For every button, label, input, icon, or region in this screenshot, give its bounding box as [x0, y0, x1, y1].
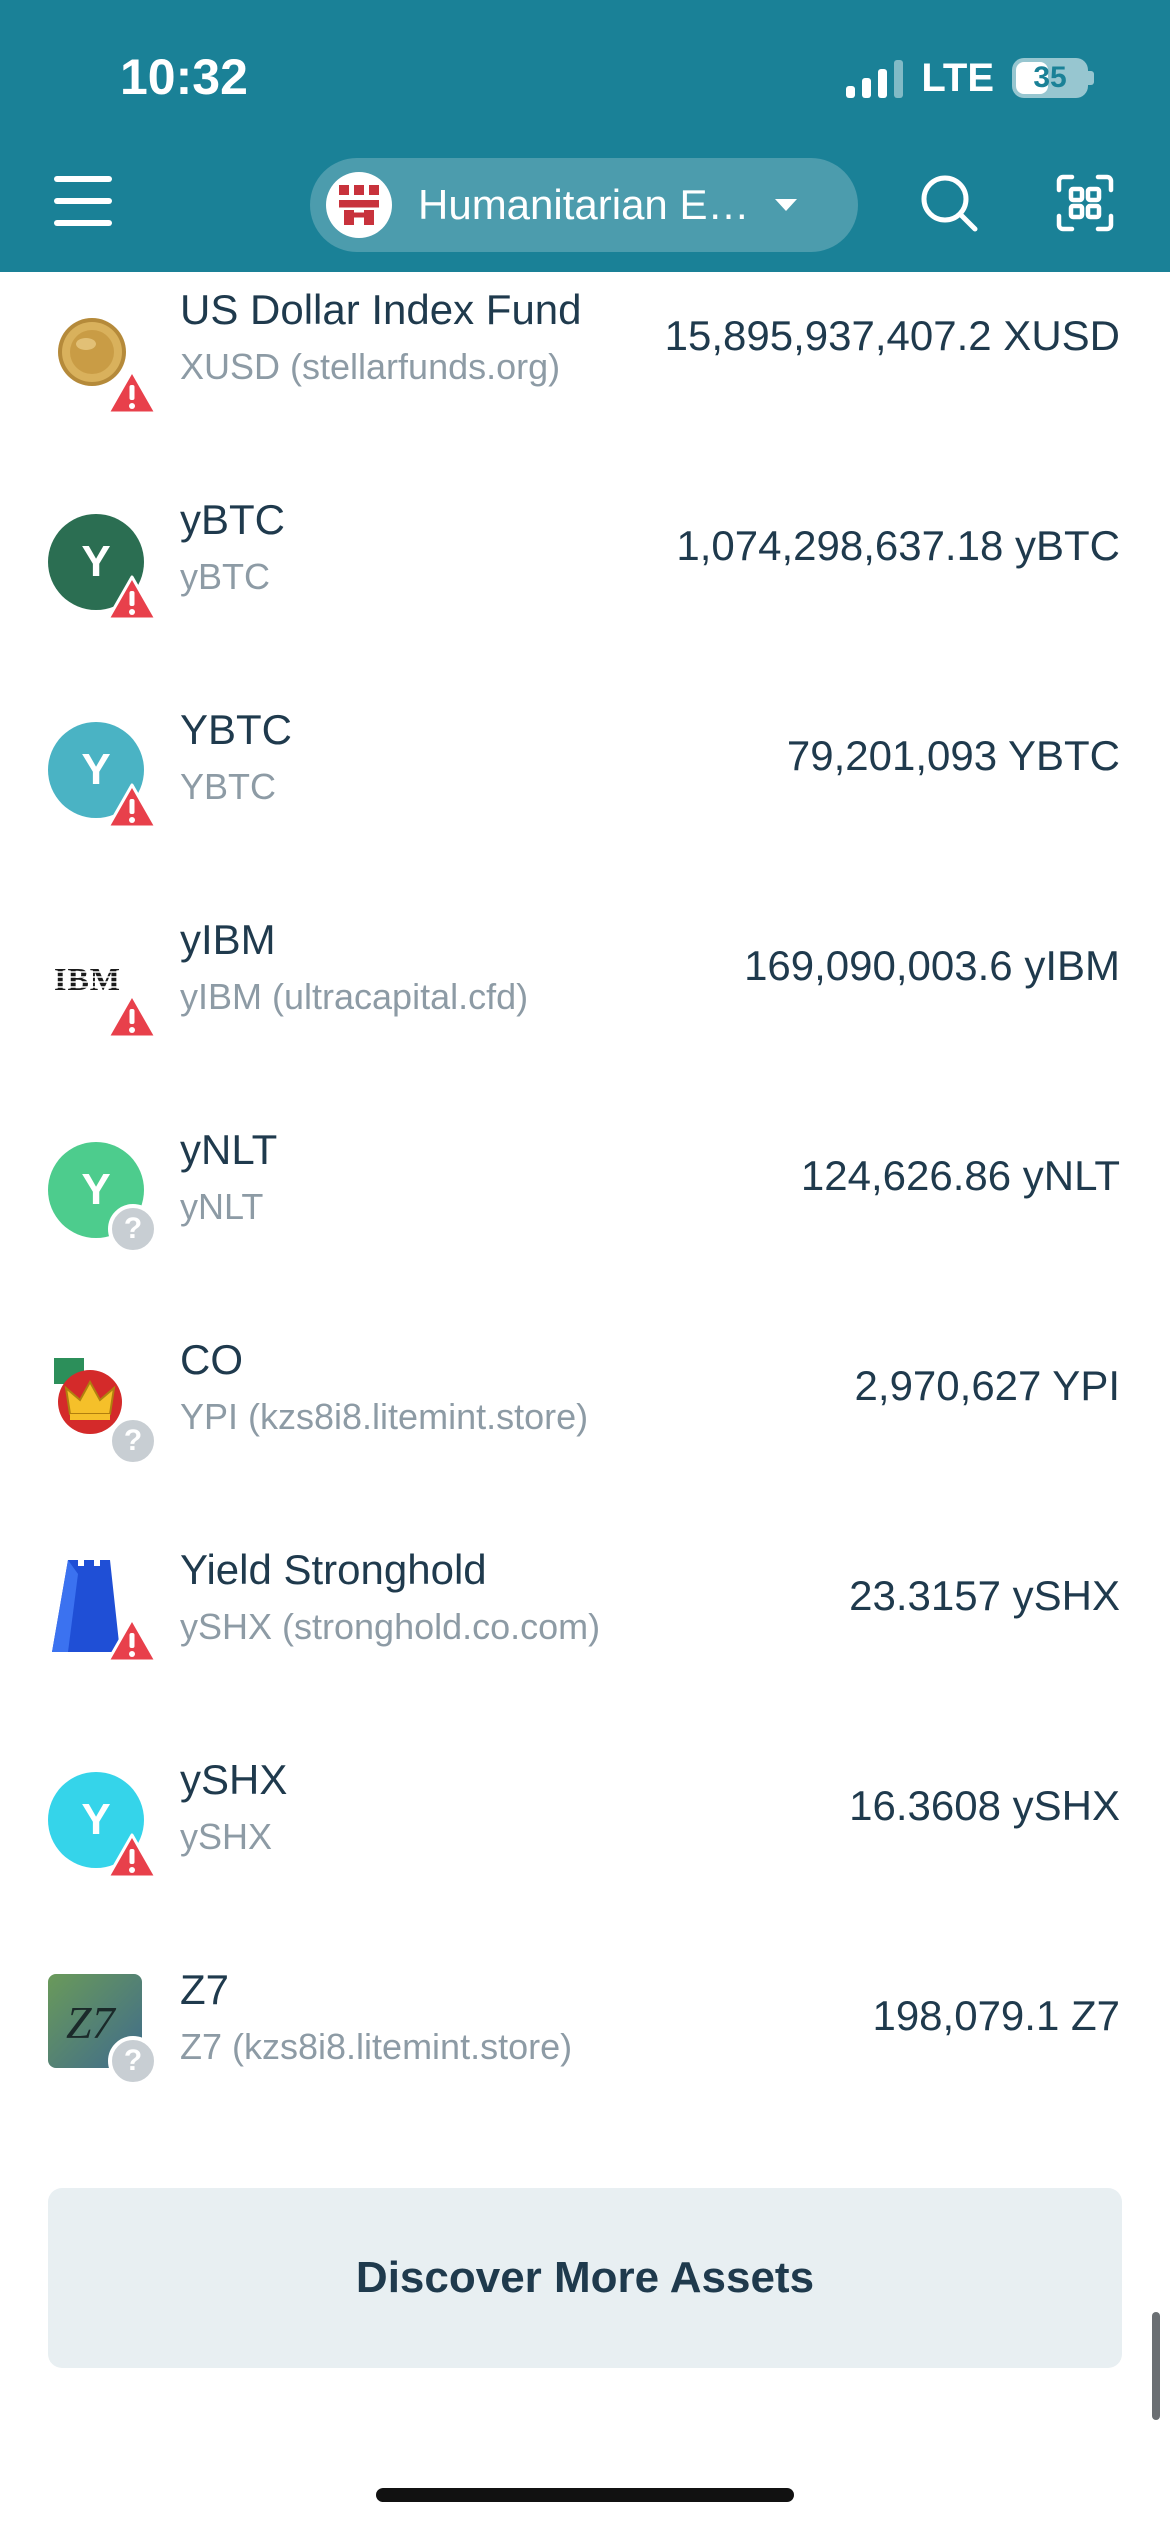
qr-scan-icon[interactable]: [1056, 174, 1114, 232]
discover-more-assets-button[interactable]: Discover More Assets: [48, 2188, 1122, 2368]
coin-icon: [48, 308, 158, 415]
warning-icon: [106, 993, 158, 1039]
asset-row[interactable]: IBM yIBM yIBM (ultracapital.cfd) 169,090…: [0, 894, 1170, 1104]
asset-issuer: XUSD (stellarfunds.org): [180, 346, 561, 387]
svg-text:IBM: IBM: [54, 961, 121, 997]
asset-balance: 198,079.1 Z7: [872, 1992, 1120, 2039]
asset-name: YBTC: [180, 706, 293, 753]
account-name: Humanitarian E…: [418, 181, 750, 228]
crown-icon: ?: [48, 1354, 158, 1466]
signal-icon: [846, 58, 904, 98]
asset-row[interactable]: ? CO YPI (kzs8i8.litemint.store) 2,970,6…: [0, 1314, 1170, 1524]
asset-issuer: YPI (kzs8i8.litemint.store): [180, 1396, 589, 1437]
asset-issuer: ySHX: [180, 1816, 273, 1857]
asset-balance: 23.3157 ySHX: [849, 1572, 1120, 1619]
asset-issuer: yBTC: [180, 556, 270, 597]
asset-name: yIBM: [180, 916, 276, 963]
warning-icon: [106, 575, 158, 621]
letter-avatar-icon: Y: [48, 1772, 158, 1879]
svg-text:Z7: Z7: [66, 1997, 117, 2048]
ibm-logo-icon: IBM: [48, 932, 158, 1039]
warning-icon: [106, 369, 158, 415]
top-app-bar: 10:32 LTE 35 Humanitarian E…: [0, 0, 1170, 272]
asset-name: Z7: [180, 1966, 230, 2013]
asset-row[interactable]: US Dollar Index Fund XUSD (stellarfunds.…: [0, 264, 1170, 474]
asset-row[interactable]: Y YBTC YBTC 79,201,093 YBTC: [0, 684, 1170, 894]
asset-balance: 124,626.86 yNLT: [800, 1152, 1120, 1199]
status-time: 10:32: [120, 49, 248, 105]
asset-name: US Dollar Index Fund: [180, 286, 582, 333]
z7-logo-icon: Z7 ?: [48, 1974, 158, 2086]
account-avatar-icon: [326, 172, 392, 238]
chevron-down-icon: [775, 199, 798, 211]
asset-issuer: ySHX (stronghold.co.com): [180, 1606, 601, 1647]
asset-name: yBTC: [180, 496, 285, 543]
warning-icon: [106, 1833, 158, 1879]
castle-icon: [48, 1556, 158, 1663]
asset-row[interactable]: Yield Stronghold ySHX (stronghold.co.com…: [0, 1524, 1170, 1734]
letter-avatar-icon: Y: [48, 722, 158, 829]
scrollbar[interactable]: [1152, 2312, 1160, 2420]
asset-balance: 15,895,937,407.2 XUSD: [664, 312, 1120, 359]
menu-icon[interactable]: [54, 176, 112, 226]
warning-icon: [106, 1617, 158, 1663]
warning-icon: [106, 783, 158, 829]
asset-row[interactable]: Y ySHX ySHX 16.3608 ySHX: [0, 1734, 1170, 1944]
home-indicator[interactable]: [376, 2488, 794, 2502]
asset-row[interactable]: Z7 ? Z7 Z7 (kzs8i8.litemint.store) 198,0…: [0, 1944, 1170, 2154]
asset-row[interactable]: Y ? yNLT yNLT 124,626.86 yNLT: [0, 1104, 1170, 1314]
asset-name: CO: [180, 1336, 243, 1383]
battery-level: 35: [1033, 61, 1067, 94]
asset-balance: 16.3608 ySHX: [849, 1782, 1120, 1829]
battery-icon: 35: [1012, 58, 1094, 98]
status-indicators: LTE 35: [846, 48, 1094, 108]
asset-balance: 1,074,298,637.18 yBTC: [676, 522, 1120, 569]
asset-name: ySHX: [180, 1756, 288, 1803]
asset-balance: 2,970,627 YPI: [854, 1362, 1120, 1409]
unknown-icon: ?: [108, 1204, 158, 1254]
asset-row[interactable]: Y yBTC yBTC 1,074,298,637.18 yBTC: [0, 474, 1170, 684]
network-type: LTE: [921, 55, 994, 100]
asset-name: yNLT: [180, 1126, 278, 1173]
asset-issuer: yNLT: [180, 1186, 264, 1227]
asset-issuer: yIBM (ultracapital.cfd): [180, 976, 529, 1017]
search-icon[interactable]: [918, 172, 980, 234]
asset-issuer: YBTC: [180, 766, 277, 807]
asset-issuer: Z7 (kzs8i8.litemint.store): [180, 2026, 573, 2067]
letter-avatar-icon: Y: [48, 514, 158, 621]
asset-name: Yield Stronghold: [180, 1546, 487, 1593]
unknown-icon: ?: [108, 1416, 158, 1466]
letter-avatar-icon: Y ?: [48, 1142, 158, 1254]
asset-balance: 79,201,093 YBTC: [786, 732, 1120, 779]
unknown-icon: ?: [108, 2036, 158, 2086]
account-switcher[interactable]: Humanitarian E…: [310, 158, 858, 252]
asset-balance: 169,090,003.6 yIBM: [744, 942, 1120, 989]
